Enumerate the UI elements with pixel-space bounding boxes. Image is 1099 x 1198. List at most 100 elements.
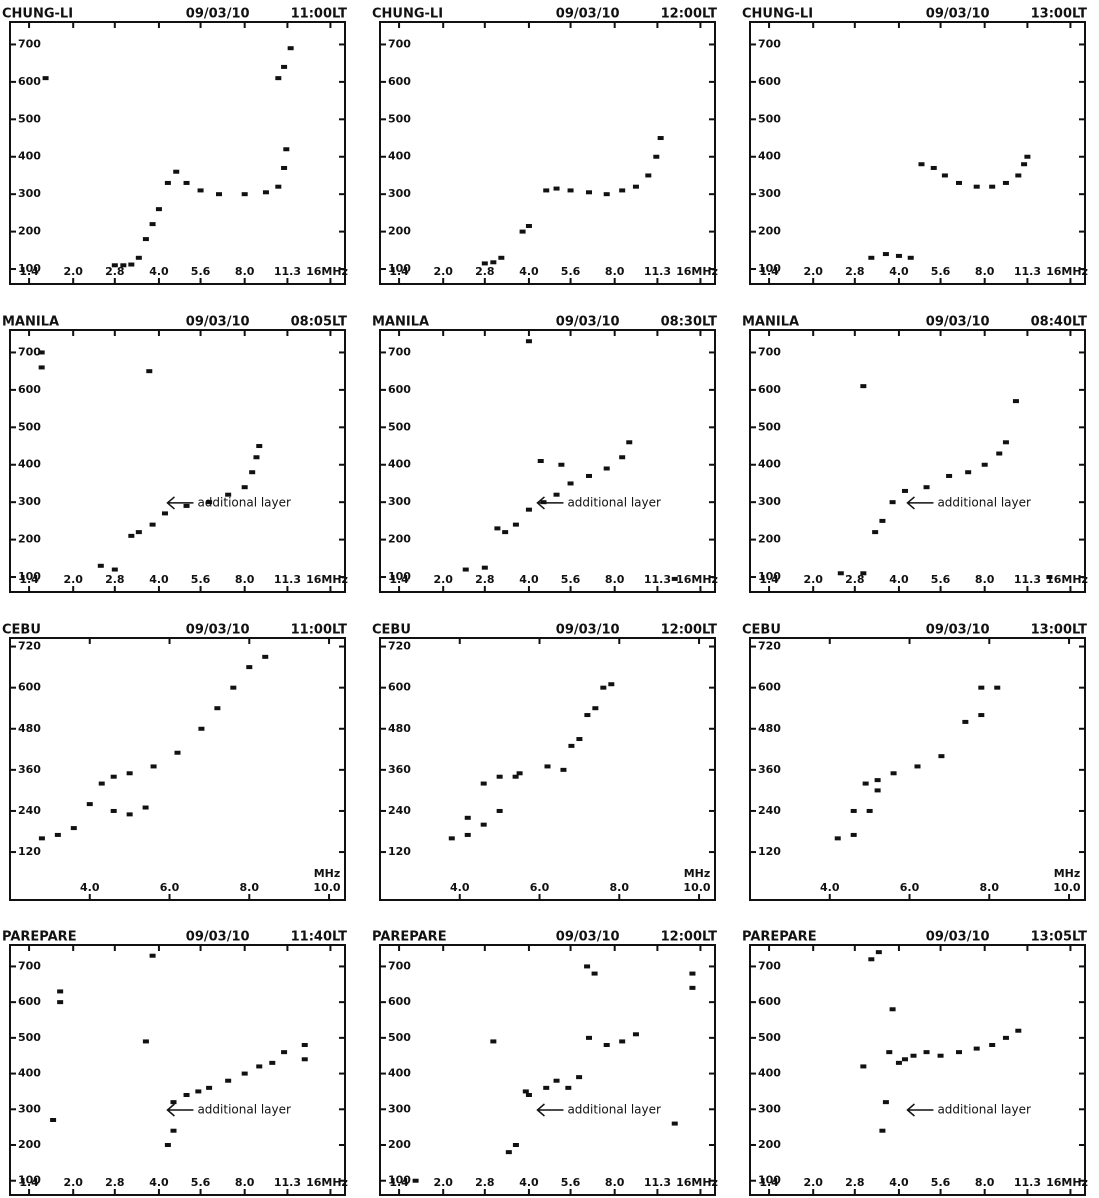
- time: 11:00LT: [291, 623, 348, 638]
- x-tick-label: 6.0: [530, 881, 550, 894]
- date: 09/03/10: [186, 623, 250, 638]
- point: [568, 481, 574, 485]
- point: [554, 1079, 560, 1083]
- point: [658, 136, 664, 140]
- y-tick-label: 400: [18, 458, 41, 471]
- date: 09/03/10: [186, 315, 250, 330]
- y-tick-label: 700: [18, 37, 41, 50]
- y-tick-label: 400: [758, 150, 781, 163]
- y-tick-label: 720: [18, 640, 41, 653]
- station: PAREPARE: [372, 930, 447, 945]
- point: [256, 1064, 262, 1068]
- point: [465, 833, 471, 837]
- y-tick-label: 240: [388, 804, 411, 817]
- y-tick-label: 360: [18, 763, 41, 776]
- point: [111, 809, 117, 813]
- x-tick-label: 1.4: [759, 265, 779, 278]
- x-tick-label: 16MHz: [1046, 573, 1088, 586]
- y-tick-label: 500: [388, 112, 411, 125]
- annotation-arrow: [167, 1104, 193, 1116]
- point: [275, 185, 281, 189]
- point: [1046, 575, 1052, 579]
- point: [543, 188, 549, 192]
- x-tick-label: 2.0: [433, 573, 453, 586]
- plot-frame: [750, 945, 1085, 1195]
- point: [576, 737, 582, 741]
- panel: CHUNG-LI09/03/1013:00LT10020030040050060…: [742, 7, 1088, 285]
- point: [526, 339, 532, 343]
- x-tick-label: 5.6: [931, 265, 951, 278]
- point: [867, 809, 873, 813]
- x-tick-label: 1.4: [389, 265, 409, 278]
- y-tick-label: 200: [18, 1138, 41, 1151]
- x-tick-label: 16MHz: [1046, 1176, 1088, 1189]
- point: [43, 76, 49, 80]
- point: [860, 1064, 866, 1068]
- point: [143, 1039, 149, 1043]
- point: [482, 261, 488, 265]
- point: [863, 782, 869, 786]
- point: [87, 802, 93, 806]
- station: CHUNG-LI: [2, 7, 73, 22]
- x-tick-label: 11.3: [274, 265, 301, 278]
- x-tick-label: 4.0: [820, 881, 840, 894]
- y-tick-label: 700: [18, 959, 41, 972]
- point: [851, 809, 857, 813]
- point: [938, 1054, 944, 1058]
- x-unit: MHz: [1054, 867, 1081, 880]
- point: [633, 185, 639, 189]
- x-tick-label: 4.0: [519, 573, 539, 586]
- point: [879, 1129, 885, 1133]
- point: [908, 256, 914, 260]
- y-tick-label: 400: [18, 150, 41, 163]
- plot-frame: [10, 330, 345, 592]
- plot-frame: [380, 638, 715, 900]
- point: [592, 706, 598, 710]
- annotation: additional layer: [197, 495, 291, 509]
- point: [302, 1057, 308, 1061]
- station: CHUNG-LI: [742, 7, 813, 22]
- plot-frame: [380, 22, 715, 284]
- point: [608, 682, 614, 686]
- station: CEBU: [372, 623, 411, 638]
- point: [672, 1122, 678, 1126]
- time: 11:00LT: [291, 7, 348, 22]
- point: [883, 252, 889, 256]
- x-tick-label: 5.6: [561, 265, 581, 278]
- y-tick-label: 700: [388, 959, 411, 972]
- x-tick-label: 4.0: [889, 1176, 909, 1189]
- x-tick-label: 5.6: [561, 573, 581, 586]
- date: 09/03/10: [926, 315, 990, 330]
- point: [216, 192, 222, 196]
- y-tick-label: 300: [758, 495, 781, 508]
- point: [982, 463, 988, 467]
- plot-frame: [380, 330, 715, 592]
- x-tick-label: 11.3: [1014, 265, 1041, 278]
- x-tick-label: 16MHz: [306, 1176, 348, 1189]
- y-tick-label: 600: [388, 681, 411, 694]
- point: [136, 530, 142, 534]
- time: 12:00LT: [661, 7, 718, 22]
- x-tick-label: 2.0: [803, 1176, 823, 1189]
- y-tick-label: 300: [18, 1102, 41, 1115]
- y-tick-label: 200: [758, 225, 781, 238]
- point: [275, 76, 281, 80]
- point: [150, 523, 156, 527]
- y-tick-label: 500: [388, 1031, 411, 1044]
- point: [39, 350, 45, 354]
- point: [136, 256, 142, 260]
- panel: MANILA09/03/1008:30LT1002003004005006007…: [372, 315, 718, 593]
- point: [225, 1079, 231, 1083]
- date: 09/03/10: [926, 7, 990, 22]
- point: [173, 170, 179, 174]
- x-tick-label: 4.0: [149, 573, 169, 586]
- time: 13:00LT: [1031, 623, 1088, 638]
- point: [891, 771, 897, 775]
- point: [513, 523, 519, 527]
- page: CHUNG-LI09/03/1011:00LT10020030040050060…: [0, 0, 1099, 1198]
- point: [513, 775, 519, 779]
- point: [520, 230, 526, 234]
- point: [184, 1093, 190, 1097]
